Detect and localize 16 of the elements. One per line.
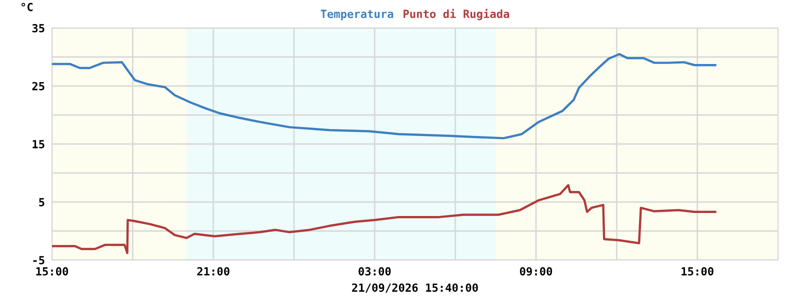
y-tick-label: 25 <box>32 82 44 90</box>
y-tick-label: 15 <box>32 140 44 148</box>
line-series <box>52 52 716 140</box>
y-tick-label: 5 <box>39 198 44 206</box>
text: Punto di Rugiada <box>404 8 510 20</box>
y-tick-label: -5 <box>33 256 44 264</box>
x-tick-label: 03:00 <box>358 267 391 276</box>
x-tick-label: 21:00 <box>197 267 230 276</box>
line-series <box>52 184 716 254</box>
y-axis-title: °C <box>22 2 33 12</box>
x-tick-label: 15:00 <box>682 267 714 276</box>
x-tick-label: 09:00 <box>520 267 552 276</box>
y-tick-label: 35 <box>32 24 44 32</box>
x-axis-title: 21/09/2026 15:40:00 <box>352 283 478 293</box>
x-tick-label: 15:00 <box>36 267 68 276</box>
text: Temperatura <box>320 10 394 20</box>
